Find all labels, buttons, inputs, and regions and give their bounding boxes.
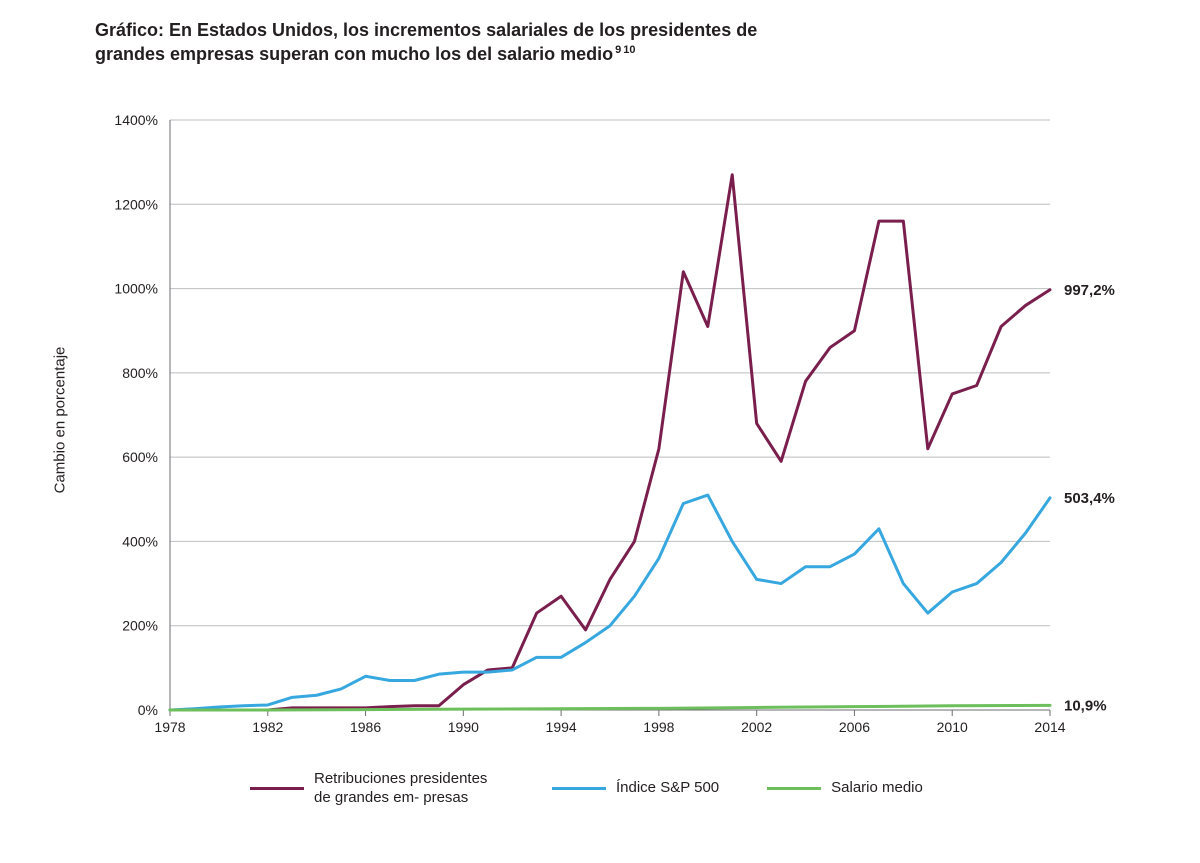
legend-label-wage: Salario medio [831,779,923,798]
y-tick-label: 600% [122,449,158,465]
y-tick-label: 1200% [114,196,158,212]
x-tick-label: 2006 [839,719,870,735]
chart-title-line1: Gráfico: En Estados Unidos, los incremen… [95,20,757,40]
chart-area: 0% 200% 400% 600% 800% 1000% 1200% 1400% 1978 198… [95,110,1100,830]
series-end-label-ceo: 997,2% [1064,282,1115,299]
legend: Retribuciones presidentes de grandes em-… [250,770,1080,808]
series-end-label-wage: 10,9% [1064,697,1107,714]
legend-item-wage: Salario medio [767,779,923,798]
y-tick-label: 1400% [114,112,158,128]
legend-swatch-wage [767,787,821,790]
legend-item-sp500: Índice S&P 500 [552,779,719,798]
chart-title: Gráfico: En Estados Unidos, los incremen… [95,18,1060,67]
x-tick-label: 1986 [350,719,381,735]
legend-label-ceo: Retribuciones presidentes de grandes em-… [314,770,504,808]
series-ceo [170,175,1050,710]
x-tick-label: 1982 [252,719,283,735]
x-tick-label: 2010 [937,719,968,735]
x-tick-label: 1994 [546,719,577,735]
x-tick-label: 1998 [643,719,674,735]
legend-item-ceo: Retribuciones presidentes de grandes em-… [250,770,504,808]
legend-label-sp500: Índice S&P 500 [616,779,719,798]
x-tick-label: 2014 [1034,719,1065,735]
y-tick-label: 800% [122,365,158,381]
legend-swatch-sp500 [552,787,606,790]
x-tick-label: 2002 [741,719,772,735]
series-sp500 [170,495,1050,710]
chart-title-footnote-b: 10 [621,44,635,56]
legend-swatch-ceo [250,787,304,790]
x-tick-label: 1978 [154,719,185,735]
x-tick-label: 1990 [448,719,479,735]
y-tick-label: 200% [122,618,158,634]
series-end-label-sp500: 503,4% [1064,490,1115,507]
chart-title-line2: grandes empresas superan con mucho los d… [95,44,613,64]
y-tick-label: 0% [138,702,158,718]
line-chart: 0%200%400%600%800%1000%1200%1400%1978198… [95,110,1100,730]
y-tick-label: 400% [122,533,158,549]
y-axis-label: Cambio en porcentaje [52,347,69,494]
y-tick-label: 1000% [114,281,158,297]
